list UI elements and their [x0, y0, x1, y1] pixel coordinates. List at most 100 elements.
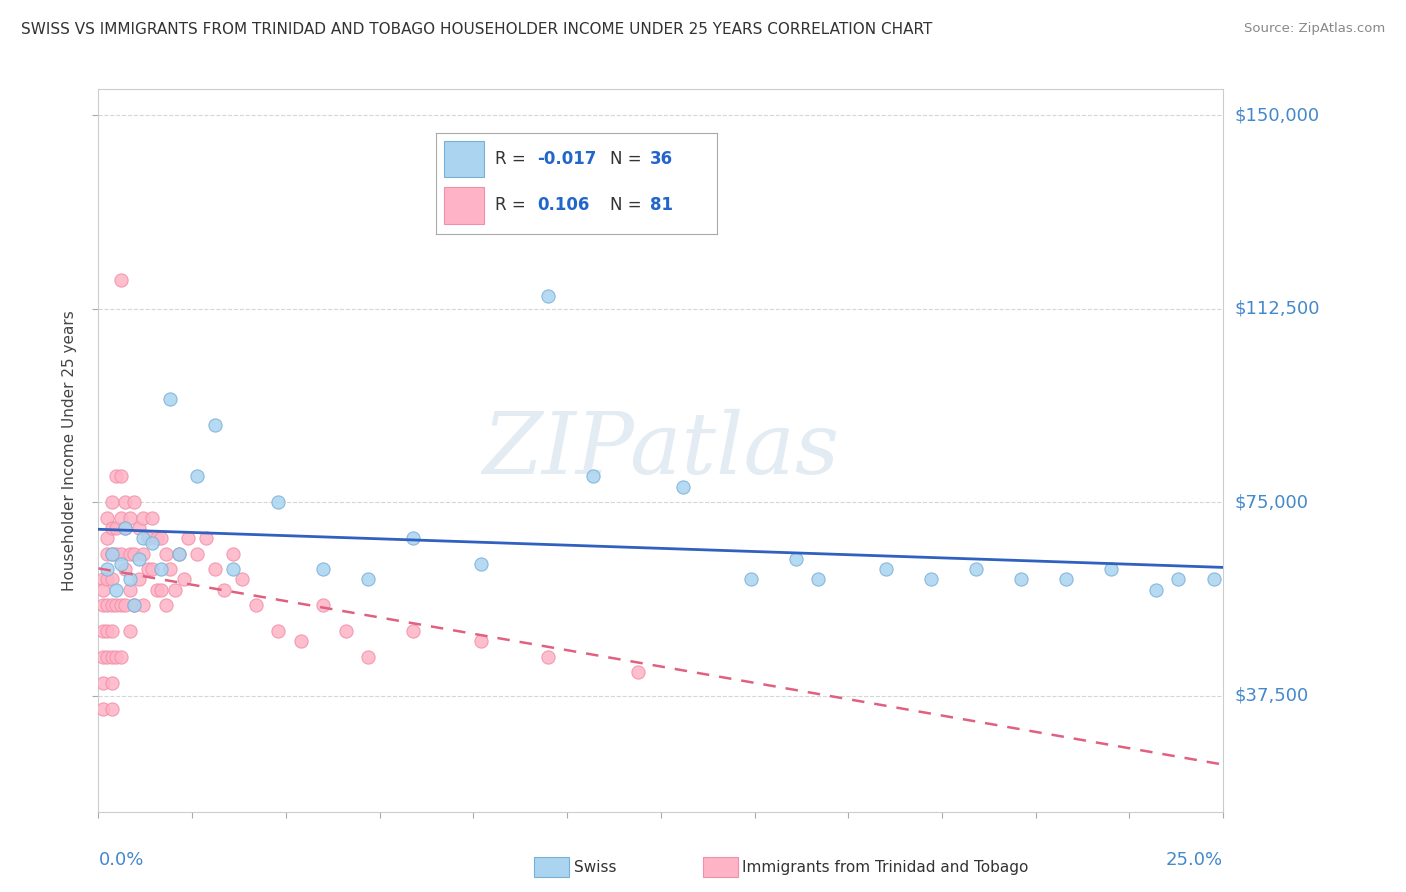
Point — [105, 599, 128, 613]
Point — [785, 551, 807, 566]
Point — [110, 557, 132, 571]
Point — [105, 469, 128, 483]
Point — [96, 531, 118, 545]
Point — [91, 599, 114, 613]
Point — [159, 562, 181, 576]
Point — [141, 510, 163, 524]
Point — [128, 551, 150, 566]
Point — [101, 495, 124, 509]
Y-axis label: Householder Income Under 25 years: Householder Income Under 25 years — [62, 310, 77, 591]
Point — [312, 562, 335, 576]
Point — [740, 573, 762, 587]
Point — [96, 510, 118, 524]
Point — [96, 573, 118, 587]
Point — [101, 573, 124, 587]
Point — [402, 624, 425, 639]
Point — [118, 582, 141, 597]
Point — [132, 531, 155, 545]
Point — [105, 547, 128, 561]
Point — [91, 573, 114, 587]
Text: N =: N = — [610, 196, 647, 214]
Point — [169, 547, 191, 561]
Point — [173, 573, 195, 587]
Point — [101, 521, 124, 535]
Point — [537, 649, 560, 664]
Text: $75,000: $75,000 — [1234, 493, 1309, 511]
Point — [101, 599, 124, 613]
Point — [1144, 582, 1167, 597]
Point — [186, 547, 208, 561]
Point — [357, 573, 380, 587]
Point — [204, 417, 226, 432]
Point — [124, 547, 146, 561]
Point — [1167, 573, 1189, 587]
Point — [110, 547, 132, 561]
Point — [96, 624, 118, 639]
Point — [101, 547, 124, 561]
Point — [101, 675, 124, 690]
Point — [267, 495, 290, 509]
Text: Source: ZipAtlas.com: Source: ZipAtlas.com — [1244, 22, 1385, 36]
Text: -0.017: -0.017 — [537, 150, 596, 168]
Point — [105, 649, 128, 664]
Point — [110, 273, 132, 287]
Text: R =: R = — [495, 196, 531, 214]
Point — [114, 521, 136, 535]
Point — [128, 573, 150, 587]
Point — [155, 599, 177, 613]
Point — [335, 624, 357, 639]
Point — [91, 649, 114, 664]
Point — [114, 599, 136, 613]
Point — [537, 288, 560, 302]
Text: $112,500: $112,500 — [1234, 300, 1320, 318]
Point — [169, 547, 191, 561]
Point — [672, 480, 695, 494]
Point — [124, 599, 146, 613]
Point — [582, 469, 605, 483]
Point — [124, 495, 146, 509]
Point — [177, 531, 200, 545]
Point — [96, 562, 118, 576]
Point — [204, 562, 226, 576]
Point — [118, 624, 141, 639]
Point — [402, 531, 425, 545]
Point — [110, 649, 132, 664]
Point — [101, 701, 124, 715]
Point — [136, 562, 159, 576]
Point — [231, 573, 253, 587]
Bar — [444, 187, 484, 224]
Point — [1010, 573, 1032, 587]
Text: $150,000: $150,000 — [1234, 106, 1319, 124]
Point — [159, 392, 181, 406]
Point — [357, 649, 380, 664]
Text: Immigrants from Trinidad and Tobago: Immigrants from Trinidad and Tobago — [742, 860, 1029, 874]
Point — [1054, 573, 1077, 587]
Point — [267, 624, 290, 639]
Point — [114, 521, 136, 535]
Point — [965, 562, 987, 576]
Text: 36: 36 — [650, 150, 672, 168]
Point — [470, 557, 492, 571]
Point — [124, 599, 146, 613]
Point — [807, 573, 830, 587]
Point — [141, 536, 163, 550]
Point — [163, 582, 186, 597]
Point — [114, 562, 136, 576]
Text: N =: N = — [610, 150, 647, 168]
Point — [91, 701, 114, 715]
Point — [470, 634, 492, 648]
Text: 81: 81 — [650, 196, 672, 214]
Text: 25.0%: 25.0% — [1166, 851, 1223, 869]
Point — [136, 531, 159, 545]
Text: R =: R = — [495, 150, 531, 168]
Point — [132, 547, 155, 561]
Point — [155, 547, 177, 561]
Text: 0.0%: 0.0% — [98, 851, 143, 869]
Point — [105, 521, 128, 535]
Point — [245, 599, 267, 613]
Point — [91, 624, 114, 639]
Point — [110, 599, 132, 613]
Point — [110, 469, 132, 483]
Point — [222, 562, 245, 576]
Point — [91, 675, 114, 690]
